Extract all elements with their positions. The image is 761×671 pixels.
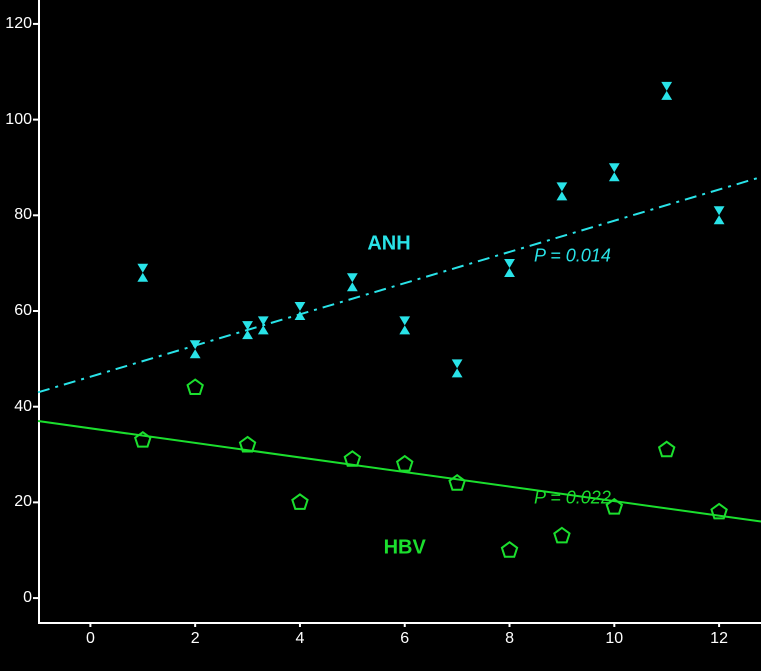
y-tick-label: 80	[14, 206, 32, 224]
data-point-hbv	[502, 542, 517, 556]
series-label-hbv: HBV	[384, 536, 426, 559]
y-tick-label: 40	[14, 398, 32, 416]
data-point-anh	[295, 302, 306, 320]
data-point-hbv	[188, 380, 203, 394]
data-point-anh	[714, 206, 725, 224]
data-point-anh	[661, 82, 672, 100]
y-tick-label: 100	[5, 111, 32, 129]
y-tick-label: 0	[23, 589, 32, 607]
y-tick-label: 20	[14, 493, 32, 511]
data-point-anh	[347, 273, 358, 291]
x-tick-label: 0	[86, 630, 95, 648]
x-tick-label: 4	[296, 630, 305, 648]
x-tick-label: 10	[605, 630, 623, 648]
data-point-anh	[452, 359, 463, 377]
data-point-anh	[399, 316, 410, 334]
data-point-hbv	[450, 475, 465, 489]
data-point-hbv	[345, 451, 360, 465]
x-tick-label: 8	[505, 630, 514, 648]
y-tick-label: 120	[5, 15, 32, 33]
plot-svg	[0, 0, 761, 671]
data-point-hbv	[554, 528, 569, 542]
data-point-anh	[137, 264, 148, 282]
pvalue-label-anh: P = 0.014	[534, 245, 611, 266]
data-point-anh	[242, 321, 253, 339]
x-tick-label: 6	[400, 630, 409, 648]
pvalue-label-hbv: P = 0.022	[534, 487, 611, 508]
data-point-anh	[190, 340, 201, 358]
x-tick-label: 2	[191, 630, 200, 648]
data-point-hbv	[659, 442, 674, 456]
data-point-anh	[557, 182, 568, 200]
data-point-hbv	[292, 494, 307, 508]
series-label-anh: ANH	[367, 233, 410, 256]
data-point-hbv	[397, 456, 412, 470]
x-tick-label: 12	[710, 630, 728, 648]
scatter-chart: 0 20 40 60 80 100 120 0 2 4 6 8 10 12 ANH P = 0.014 HBV P…	[0, 0, 761, 671]
fit-line-anh	[38, 177, 761, 392]
data-point-anh	[609, 163, 620, 181]
y-tick-label: 60	[14, 302, 32, 320]
data-point-anh	[504, 259, 515, 277]
